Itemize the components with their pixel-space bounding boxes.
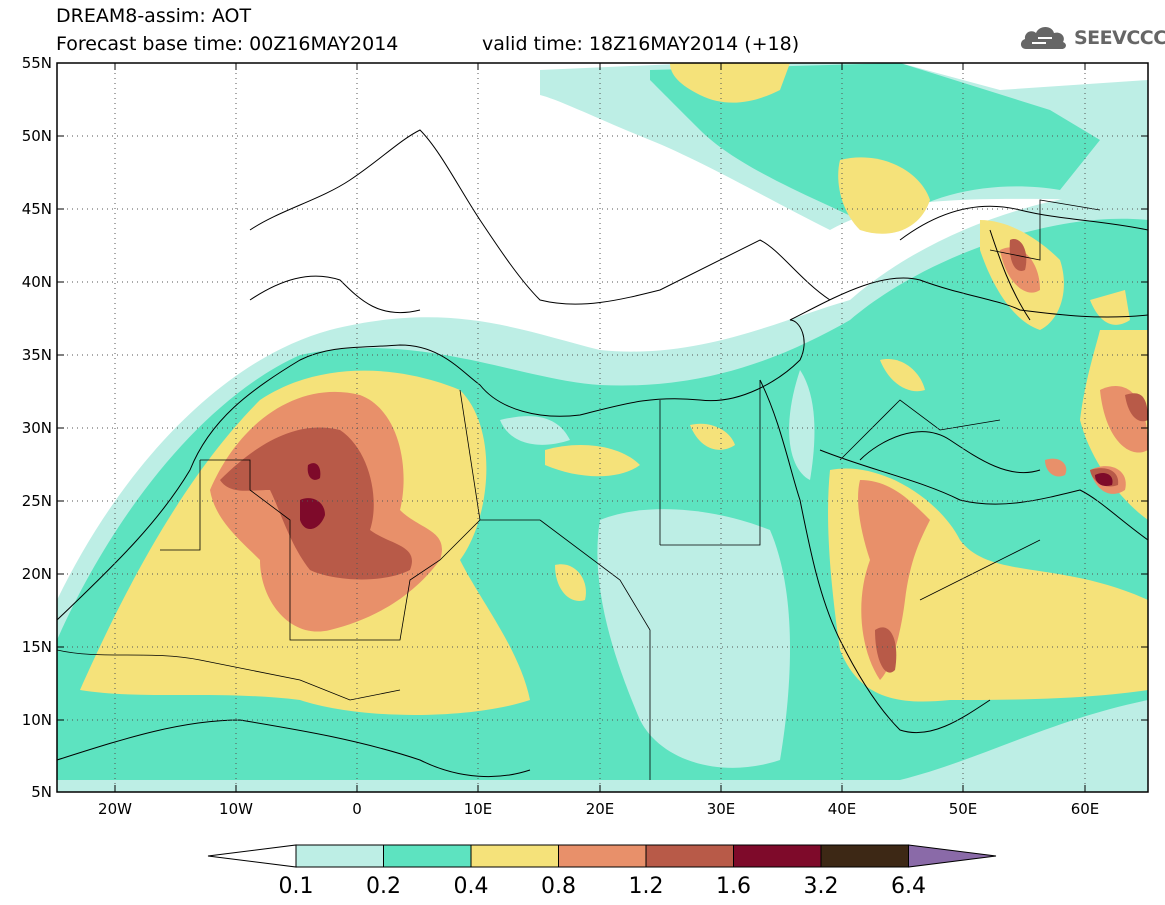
colorbar-label-1.2: 1.2 bbox=[629, 874, 664, 899]
lat-label-5n: 5N bbox=[31, 783, 52, 801]
longitude-labels: 20W 10W 0 10E 20E 30E 40E 50E 60E bbox=[98, 800, 1099, 818]
seevccc-logo: SEEVCCC bbox=[1018, 22, 1165, 54]
lon-label-50e: 50E bbox=[949, 800, 978, 818]
aot-inner-low-patches bbox=[500, 370, 815, 768]
cloud-icon bbox=[1020, 27, 1066, 49]
lat-label-55n: 55N bbox=[22, 54, 52, 72]
colorbar-label-0.4: 0.4 bbox=[454, 874, 489, 899]
lat-label-40n: 40N bbox=[22, 273, 52, 291]
forecast-base-time: Forecast base time: 00Z16MAY2014 bbox=[56, 33, 399, 55]
aot-class-1.6 bbox=[300, 463, 1113, 530]
colorbar-label-6.4: 6.4 bbox=[891, 874, 926, 899]
logo-text: SEEVCCC bbox=[1074, 27, 1165, 49]
colorbar-label-0.2: 0.2 bbox=[366, 874, 401, 899]
colorbar-swatch-1.6 bbox=[733, 844, 822, 868]
lon-label-30e: 30E bbox=[707, 800, 736, 818]
colorbar-label-3.2: 3.2 bbox=[804, 874, 839, 899]
lat-label-25n: 25N bbox=[22, 492, 52, 510]
lon-label-40e: 40E bbox=[828, 800, 857, 818]
colorbar-label-0.8: 0.8 bbox=[541, 874, 576, 899]
colorbar bbox=[207, 844, 997, 868]
colorbar-swatch-0.4 bbox=[470, 844, 559, 868]
lat-label-15n: 15N bbox=[22, 638, 52, 656]
colorbar-swatch-0.1 bbox=[295, 844, 384, 868]
lon-label-20w: 20W bbox=[98, 800, 132, 818]
lon-label-0: 0 bbox=[352, 800, 362, 818]
lat-label-30n: 30N bbox=[22, 419, 52, 437]
lon-label-10w: 10W bbox=[219, 800, 253, 818]
lon-label-20e: 20E bbox=[586, 800, 615, 818]
colorbar-swatch-3.2 bbox=[820, 844, 909, 868]
valid-time: valid time: 18Z16MAY2014 (+18) bbox=[482, 33, 800, 55]
lon-label-10e: 10E bbox=[464, 800, 493, 818]
graticule bbox=[57, 63, 1148, 792]
colorbar-labels: 0.1 0.2 0.4 0.8 1.2 1.6 3.2 6.4 bbox=[279, 874, 927, 899]
lat-label-50n: 50N bbox=[22, 127, 52, 145]
colorbar-low-end bbox=[207, 844, 297, 868]
colorbar-swatch-1.2 bbox=[645, 844, 734, 868]
map-title: DREAM8-assim: AOT bbox=[56, 5, 252, 27]
colorbar-label-0.1: 0.1 bbox=[279, 874, 314, 899]
colorbar-swatch-0.8 bbox=[558, 844, 647, 868]
colorbar-high-end bbox=[908, 844, 997, 868]
lat-label-20n: 20N bbox=[22, 565, 52, 583]
lat-label-10n: 10N bbox=[22, 711, 52, 729]
colorbar-label-1.6: 1.6 bbox=[716, 874, 751, 899]
lon-label-60e: 60E bbox=[1071, 800, 1100, 818]
colorbar-swatch-0.2 bbox=[383, 844, 472, 868]
latitude-labels: 55N 50N 45N 40N 35N 30N 25N 20N 15N 10N … bbox=[22, 54, 52, 801]
country-borders bbox=[57, 199, 1101, 780]
axis-ticks bbox=[57, 62, 1148, 793]
lat-label-45n: 45N bbox=[22, 200, 52, 218]
lat-label-35n: 35N bbox=[22, 346, 52, 364]
coastlines bbox=[57, 129, 1148, 777]
